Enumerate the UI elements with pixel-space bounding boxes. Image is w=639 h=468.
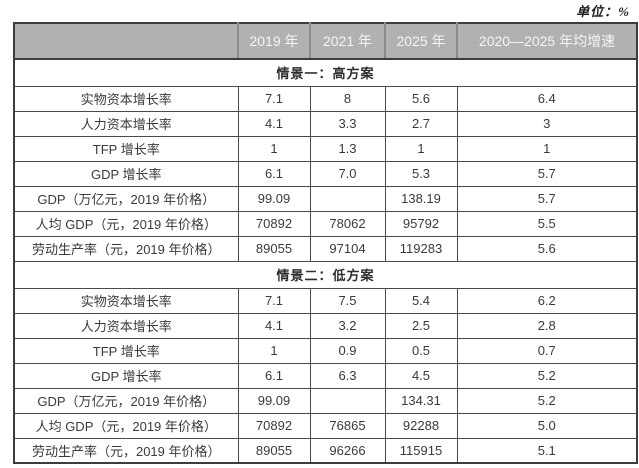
table-row: 实物资本增长率 7.1 8 5.6 6.4 bbox=[13, 85, 638, 112]
value-cell: 6.2 bbox=[456, 287, 638, 314]
column-header-2019: 2019 年 bbox=[237, 22, 311, 60]
value-cell: 89055 bbox=[237, 437, 311, 464]
value-cell: 5.1 bbox=[456, 437, 638, 464]
value-cell: 6.3 bbox=[309, 362, 386, 389]
value-cell: 6.1 bbox=[237, 362, 311, 389]
value-cell: 4.5 bbox=[384, 362, 458, 389]
value-cell: 0.9 bbox=[309, 337, 386, 364]
section-row: 情景二：低方案 bbox=[13, 260, 638, 289]
table-row: 人力资本增长率 4.1 3.3 2.7 3 bbox=[13, 110, 638, 137]
value-cell bbox=[309, 387, 386, 414]
value-cell: 1 bbox=[384, 135, 458, 162]
row-label: TFP 增长率 bbox=[13, 337, 239, 364]
table-body: 情景一：高方案 实物资本增长率 7.1 8 5.6 6.4 人力资本增长率 4.1 3.3 2.7… bbox=[13, 58, 638, 464]
value-cell: 5.0 bbox=[456, 412, 638, 439]
value-cell: 96266 bbox=[309, 437, 386, 464]
value-cell: 2.5 bbox=[384, 312, 458, 339]
table-row: GDP 增长率 6.1 6.3 4.5 5.2 bbox=[13, 362, 638, 389]
row-label: 实物资本增长率 bbox=[13, 85, 239, 112]
value-cell: 1 bbox=[237, 337, 311, 364]
value-cell: 2.8 bbox=[456, 312, 638, 339]
value-cell: 5.2 bbox=[456, 387, 638, 414]
value-cell: 1 bbox=[456, 135, 638, 162]
data-table: 2019 年 2021 年 2025 年 2020—2025 年均增速 情景一：… bbox=[13, 22, 638, 464]
value-cell: 89055 bbox=[237, 235, 311, 262]
value-cell: 99.09 bbox=[237, 387, 311, 414]
row-label: TFP 增长率 bbox=[13, 135, 239, 162]
column-header-avg-growth: 2020—2025 年均增速 bbox=[456, 22, 638, 60]
section-title: 情景二：低方案 bbox=[13, 260, 638, 289]
value-cell: 2.7 bbox=[384, 110, 458, 137]
value-cell bbox=[309, 185, 386, 212]
value-cell: 134.31 bbox=[384, 387, 458, 414]
value-cell: 95792 bbox=[384, 210, 458, 237]
value-cell: 0.5 bbox=[384, 337, 458, 364]
value-cell: 1 bbox=[237, 135, 311, 162]
value-cell: 4.1 bbox=[237, 110, 311, 137]
value-cell: 5.6 bbox=[384, 85, 458, 112]
value-cell: 99.09 bbox=[237, 185, 311, 212]
table-row: TFP 增长率 1 1.3 1 1 bbox=[13, 135, 638, 162]
table-row: 劳动生产率（元，2019 年价格） 89055 96266 115915 5.1 bbox=[13, 437, 638, 464]
table-row: GDP（万亿元，2019 年价格） 99.09 134.31 5.2 bbox=[13, 387, 638, 414]
row-label: GDP 增长率 bbox=[13, 160, 239, 187]
value-cell: 3.2 bbox=[309, 312, 386, 339]
row-label: 人均 GDP（元，2019 年价格） bbox=[13, 210, 239, 237]
row-label: 人力资本增长率 bbox=[13, 110, 239, 137]
row-label: GDP（万亿元，2019 年价格） bbox=[13, 387, 239, 414]
table-row: TFP 增长率 1 0.9 0.5 0.7 bbox=[13, 337, 638, 364]
value-cell: 70892 bbox=[237, 210, 311, 237]
table-header: 2019 年 2021 年 2025 年 2020—2025 年均增速 bbox=[13, 22, 638, 60]
value-cell: 6.1 bbox=[237, 160, 311, 187]
value-cell: 78062 bbox=[309, 210, 386, 237]
table-row: 人均 GDP（元，2019 年价格） 70892 78062 95792 5.5 bbox=[13, 210, 638, 237]
row-label: 实物资本增长率 bbox=[13, 287, 239, 314]
column-header-empty bbox=[13, 22, 239, 60]
value-cell: 3.3 bbox=[309, 110, 386, 137]
value-cell: 115915 bbox=[384, 437, 458, 464]
unit-label: 单位：% bbox=[576, 4, 630, 19]
value-cell: 5.3 bbox=[384, 160, 458, 187]
section-row: 情景一：高方案 bbox=[13, 58, 638, 87]
column-header-2021: 2021 年 bbox=[309, 22, 386, 60]
table-row: 劳动生产率（元，2019 年价格） 89055 97104 119283 5.6 bbox=[13, 235, 638, 262]
value-cell: 5.5 bbox=[456, 210, 638, 237]
value-cell: 7.0 bbox=[309, 160, 386, 187]
value-cell: 3 bbox=[456, 110, 638, 137]
value-cell: 7.1 bbox=[237, 85, 311, 112]
value-cell: 6.4 bbox=[456, 85, 638, 112]
row-label: GDP 增长率 bbox=[13, 362, 239, 389]
row-label: 劳动生产率（元，2019 年价格） bbox=[13, 437, 239, 464]
value-cell: 5.7 bbox=[456, 185, 638, 212]
value-cell: 7.1 bbox=[237, 287, 311, 314]
value-cell: 8 bbox=[309, 85, 386, 112]
value-cell: 5.7 bbox=[456, 160, 638, 187]
value-cell: 70892 bbox=[237, 412, 311, 439]
table-row: GDP 增长率 6.1 7.0 5.3 5.7 bbox=[13, 160, 638, 187]
value-cell: 119283 bbox=[384, 235, 458, 262]
value-cell: 138.19 bbox=[384, 185, 458, 212]
header-row: 2019 年 2021 年 2025 年 2020—2025 年均增速 bbox=[13, 22, 638, 60]
value-cell: 1.3 bbox=[309, 135, 386, 162]
row-label: 人力资本增长率 bbox=[13, 312, 239, 339]
value-cell: 92288 bbox=[384, 412, 458, 439]
table-row: 人均 GDP（元，2019 年价格） 70892 76865 92288 5.0 bbox=[13, 412, 638, 439]
table-row: 人力资本增长率 4.1 3.2 2.5 2.8 bbox=[13, 312, 638, 339]
value-cell: 5.2 bbox=[456, 362, 638, 389]
value-cell: 5.4 bbox=[384, 287, 458, 314]
column-header-2025: 2025 年 bbox=[384, 22, 458, 60]
value-cell: 97104 bbox=[309, 235, 386, 262]
row-label: 人均 GDP（元，2019 年价格） bbox=[13, 412, 239, 439]
value-cell: 0.7 bbox=[456, 337, 638, 364]
row-label: GDP（万亿元，2019 年价格） bbox=[13, 185, 239, 212]
value-cell: 5.6 bbox=[456, 235, 638, 262]
row-label: 劳动生产率（元，2019 年价格） bbox=[13, 235, 239, 262]
section-title: 情景一：高方案 bbox=[13, 58, 638, 87]
value-cell: 76865 bbox=[309, 412, 386, 439]
table-row: 实物资本增长率 7.1 7.5 5.4 6.2 bbox=[13, 287, 638, 314]
value-cell: 4.1 bbox=[237, 312, 311, 339]
table-row: GDP（万亿元，2019 年价格） 99.09 138.19 5.7 bbox=[13, 185, 638, 212]
value-cell: 7.5 bbox=[309, 287, 386, 314]
